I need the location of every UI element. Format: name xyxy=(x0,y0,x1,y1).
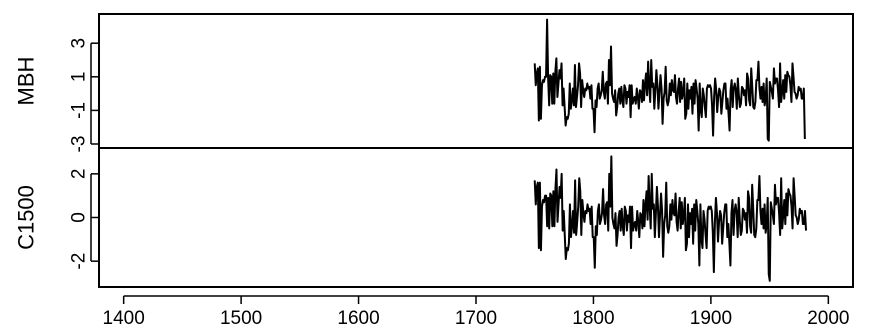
series-line-C1500 xyxy=(533,155,808,282)
chart-panels: -3 -1 1 3 MBH -2 0 2 C1500 xyxy=(14,13,854,288)
y-tick-label-2-2: 2 xyxy=(69,169,90,180)
x-tick-label-5: 1900 xyxy=(690,308,732,329)
panel-1: -3 -1 1 3 MBH xyxy=(14,13,854,153)
x-tick-label-1: 1500 xyxy=(220,308,262,329)
y-tick-label-1-2: 1 xyxy=(69,72,90,83)
y-tick-label-2-0: -2 xyxy=(69,253,90,270)
series-line-MBH xyxy=(533,18,806,142)
y-tick-label-1-1: -1 xyxy=(69,102,90,119)
x-tick-label-3: 1700 xyxy=(455,308,497,329)
x-tick-label-0: 1400 xyxy=(103,308,145,329)
x-tick-label-6: 2000 xyxy=(807,308,849,329)
x-axis: 1400 1500 1600 1700 1800 1900 2000 xyxy=(103,295,849,329)
panel-1-frame xyxy=(98,13,854,149)
x-tick-label-4: 1800 xyxy=(572,308,614,329)
y-tick-label-1-3: 3 xyxy=(69,38,90,49)
y-axis-title-1: MBH xyxy=(14,57,39,106)
y-tick-label-2-1: 0 xyxy=(69,212,90,223)
y-axis-title-2: C1500 xyxy=(14,185,39,250)
panel-2: -2 0 2 C1500 xyxy=(14,147,854,288)
x-tick-label-2: 1600 xyxy=(337,308,379,329)
y-tick-label-1-0: -3 xyxy=(69,136,90,153)
